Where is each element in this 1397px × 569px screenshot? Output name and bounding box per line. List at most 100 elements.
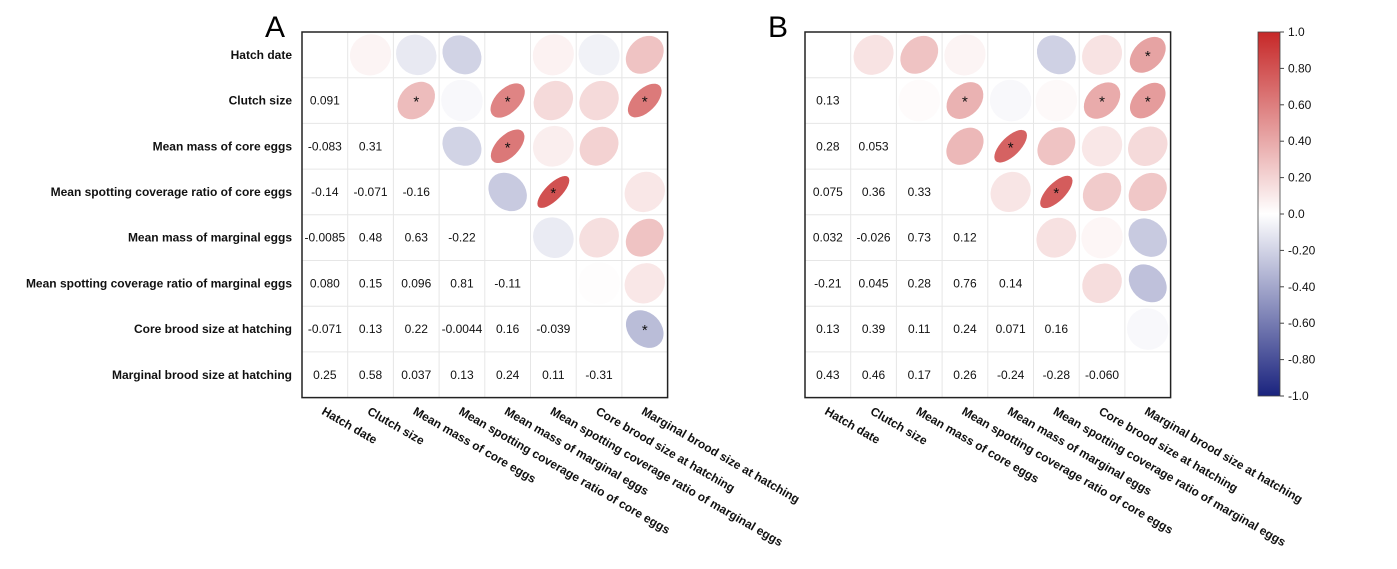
correlation-ellipse-b-0-6 [1082,34,1123,75]
correlation-value-label: 0.33 [908,185,932,199]
correlation-value-label: -0.083 [308,139,342,153]
row-label: Mean mass of core eggs [153,139,293,153]
significance-marker: * [505,139,511,156]
row-label: Mean spotting coverage ratio of core egg… [51,185,293,199]
correlation-ellipse-b-5-6 [1082,263,1122,304]
correlation-ellipse-a-1-4 [490,83,525,118]
correlation-ellipse-b-0-2 [900,35,939,74]
correlation-value-label: 0.14 [999,276,1023,290]
correlation-value-label: 0.16 [496,322,520,336]
panel-a-correlation-matrix: * * * * * * 0.091 -0.083 0.31 -0.14 -0.071 -0.16 -0.… [26,11,802,549]
significance-marker: * [1145,48,1151,65]
correlation-value-label: -0.0044 [442,322,483,336]
correlation-value-label: 0.39 [862,322,886,336]
grid-lines [302,32,668,398]
correlation-value-label: 0.032 [813,231,843,245]
correlation-value-label: -0.28 [1043,368,1071,382]
correlation-ellipse-b-2-6 [1081,126,1123,167]
colorbar-gradient [1257,31,1281,397]
correlation-value-label: -0.071 [308,322,342,336]
correlation-value-label: 0.13 [450,368,474,382]
correlation-ellipse-a-3-7 [624,171,665,213]
significance-marker: * [642,94,648,111]
correlation-value-label: 0.46 [862,368,886,382]
correlation-ellipse-a-4-6 [579,217,619,258]
correlation-ellipse-a-3-4 [488,172,527,212]
correlation-value-label: 0.58 [359,368,383,382]
correlation-value-label: 0.037 [401,368,431,382]
correlation-value-label: -0.0085 [304,231,345,245]
correlation-value-label: 0.48 [359,231,383,245]
correlation-value-label: -0.14 [311,185,339,199]
correlation-ellipse-a-0-3 [442,35,482,75]
correlation-value-label: 0.73 [908,231,932,245]
correlation-ellipse-b-0-5 [1036,35,1076,75]
panel-b-correlation-matrix: * * * * * * 0.13 0.28 0.053 0.075 0.36 0.33 0.032 -0.… [768,11,1305,549]
colorbar-tick-label: -1.0 [1288,389,1309,403]
correlation-value-label: -0.16 [403,185,431,199]
correlation-value-label: 0.11 [908,322,931,336]
colorbar: 1.0 0.80 0.60 0.40 0.20 0.0 -0.20 -0.40 -0.60 -0.… [1257,25,1316,403]
correlation-value-label: -0.026 [857,231,891,245]
correlation-value-label: -0.24 [997,368,1025,382]
correlation-value-label: 0.15 [359,276,383,290]
significance-marker: * [413,94,419,111]
correlation-value-label: -0.060 [1085,368,1119,382]
colorbar-tick-label: -0.80 [1288,353,1316,367]
grid-lines [805,32,1171,398]
plot-border [804,31,1172,399]
correlation-ellipse-a-5-6 [578,262,620,305]
significance-marker: * [1008,139,1014,156]
significance-marker: * [1145,94,1151,111]
correlation-ellipse-b-1-3 [946,82,984,119]
correlation-value-label: 0.36 [862,185,886,199]
correlation-value-label: -0.22 [448,231,476,245]
correlation-ellipse-b-1-4 [989,79,1032,122]
correlation-value-label: 0.11 [542,368,565,382]
correlation-value-label: 0.053 [859,139,889,153]
correlation-ellipse-b-1-5 [1035,79,1078,122]
correlation-ellipse-a-3-5 [537,175,570,208]
correlation-ellipse-b-2-5 [1037,127,1076,166]
significance-marker: * [550,185,556,202]
correlation-value-label: -0.11 [494,276,521,290]
correlation-value-label: 0.28 [816,139,840,153]
colorbar-tick-label: 0.80 [1288,61,1312,75]
correlation-value-label: -0.071 [354,185,388,199]
row-label: Mean spotting coverage ratio of marginal… [26,276,292,290]
correlation-value-label: 0.43 [816,368,840,382]
correlation-ellipse-a-2-5 [532,125,574,167]
correlation-ellipse-b-3-7 [1128,172,1167,212]
correlation-ellipse-a-4-7 [625,218,664,257]
plot-border [301,31,669,399]
correlation-value-label: 0.12 [953,231,977,245]
correlation-ellipse-b-2-4 [994,129,1027,163]
correlation-ellipse-a-0-1 [349,34,392,76]
correlation-ellipse-a-0-5 [532,34,574,76]
colorbar-tick-label: -0.20 [1288,243,1316,257]
correlation-value-label: 0.17 [908,368,932,382]
correlation-value-label: 0.25 [313,368,337,382]
correlation-ellipse-a-0-7 [625,35,664,74]
row-label: Mean mass of marginal eggs [128,231,292,245]
colorbar-tick-label: 1.0 [1288,25,1305,39]
colorbar-tick-label: 0.0 [1288,207,1305,221]
correlation-ellipse-b-0-1 [853,34,894,75]
correlation-ellipse-a-0-2 [396,34,437,76]
correlation-ellipse-a-2-3 [442,126,482,166]
correlation-value-label: 0.31 [359,139,383,153]
correlation-ellipse-b-1-7 [1129,82,1166,119]
correlation-value-label: 0.13 [816,322,840,336]
correlation-value-label: 0.091 [310,94,340,108]
correlation-ellipse-b-5-7 [1128,264,1167,303]
significance-marker: * [505,94,511,111]
correlation-ellipse-b-2-3 [946,127,984,165]
correlation-value-label: 0.28 [908,276,932,290]
correlation-value-label: 0.63 [405,231,429,245]
colorbar-tick-label: 0.20 [1288,171,1312,185]
correlation-ellipse-b-0-3 [944,34,986,76]
panel-label: B [768,11,788,44]
correlation-ellipse-a-1-7 [627,83,662,118]
row-label: Hatch date [231,48,293,62]
correlation-ellipse-a-1-2 [397,81,435,120]
